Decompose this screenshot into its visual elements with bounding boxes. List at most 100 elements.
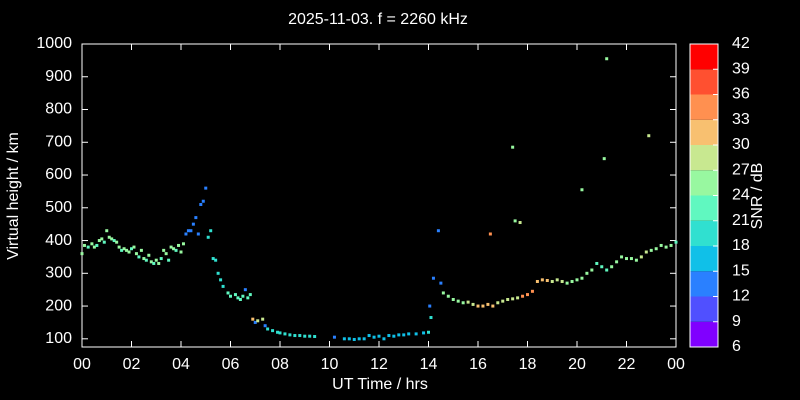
data-point — [139, 248, 143, 252]
colorbar-tick-label: 27 — [732, 161, 750, 178]
y-tick-label: 500 — [45, 199, 72, 216]
data-point — [236, 296, 240, 300]
data-point — [144, 258, 148, 262]
x-tick-label: 00 — [73, 356, 91, 373]
data-point — [209, 229, 213, 233]
data-point — [122, 247, 126, 251]
data-point — [565, 281, 569, 285]
data-point — [429, 316, 433, 320]
data-point — [229, 294, 232, 298]
colorbar-tick-label: 36 — [732, 86, 750, 103]
y-tick-label: 700 — [45, 133, 72, 150]
data-point — [595, 261, 599, 265]
data-point — [332, 335, 336, 339]
x-tick-label: 04 — [172, 356, 190, 373]
data-point — [521, 294, 525, 298]
colorbar-band — [690, 195, 718, 221]
data-point — [137, 255, 141, 259]
data-point — [241, 294, 245, 298]
data-point — [461, 301, 465, 305]
colorbar-tick-label: 30 — [732, 136, 750, 153]
data-point — [362, 337, 366, 341]
x-tick-label: 22 — [618, 356, 636, 373]
data-point — [431, 276, 435, 280]
data-point — [392, 334, 396, 338]
data-point — [201, 199, 205, 203]
data-point — [501, 299, 505, 303]
y-tick-label: 200 — [45, 297, 72, 314]
data-point — [288, 333, 292, 337]
colorbar-band — [690, 296, 718, 322]
data-point — [545, 279, 549, 283]
data-point — [127, 250, 131, 254]
data-point — [120, 248, 124, 252]
data-point — [107, 235, 111, 239]
data-point — [518, 221, 522, 225]
data-point — [610, 265, 614, 269]
colorbar-tick-label: 18 — [732, 237, 750, 254]
data-point — [540, 278, 544, 282]
data-point — [204, 186, 208, 190]
x-tick-label: 08 — [271, 356, 289, 373]
data-point — [647, 134, 651, 138]
data-point — [266, 327, 270, 331]
x-tick-label: 12 — [370, 356, 388, 373]
data-point — [605, 57, 609, 61]
data-point — [97, 239, 101, 243]
colorbar-tick-label: 24 — [732, 187, 750, 204]
data-point — [313, 335, 317, 339]
data-point — [436, 229, 440, 233]
colorbar-tick-label: 21 — [732, 212, 750, 229]
data-point — [157, 261, 161, 265]
data-point — [481, 304, 485, 308]
colorbar-band — [690, 44, 718, 70]
y-tick-label: 400 — [45, 232, 72, 249]
colorbar-tick-label: 39 — [732, 60, 750, 77]
data-point — [555, 278, 559, 282]
data-point — [95, 243, 99, 247]
data-point — [226, 291, 230, 295]
data-point — [199, 203, 203, 207]
data-point — [570, 279, 574, 283]
data-point — [625, 257, 628, 261]
data-point — [214, 258, 218, 262]
data-point — [367, 334, 371, 338]
data-point — [132, 245, 136, 249]
data-point — [372, 335, 376, 339]
data-point — [575, 278, 579, 282]
data-point — [511, 297, 515, 301]
data-point — [496, 301, 500, 305]
data-point — [466, 300, 470, 304]
data-point — [189, 229, 193, 233]
y-tick-label: 1000 — [36, 35, 72, 52]
data-point — [446, 294, 450, 298]
data-point — [283, 332, 287, 336]
data-point — [162, 248, 166, 252]
data-point — [476, 304, 480, 308]
data-point — [238, 298, 242, 302]
data-point — [167, 258, 171, 262]
data-point — [674, 240, 678, 244]
data-point — [620, 255, 624, 259]
data-point — [112, 239, 116, 243]
data-point — [602, 157, 606, 161]
data-point — [263, 324, 267, 328]
data-point — [414, 332, 418, 336]
data-point — [377, 334, 381, 338]
data-point — [382, 337, 386, 341]
data-point — [243, 288, 247, 292]
x-tick-label: 18 — [519, 356, 537, 373]
data-point — [179, 250, 183, 254]
y-tick-label: 900 — [45, 68, 72, 85]
y-tick-label: 100 — [45, 330, 72, 347]
data-point — [456, 299, 460, 303]
data-point — [580, 276, 584, 280]
plot-frame — [81, 43, 677, 348]
colorbar-label: SNR / dB — [749, 163, 766, 230]
colorbar-tick-label: 6 — [732, 338, 741, 355]
data-point — [152, 261, 156, 265]
data-point — [659, 243, 663, 247]
x-tick-label: 02 — [123, 356, 141, 373]
x-tick-label: 14 — [420, 356, 438, 373]
